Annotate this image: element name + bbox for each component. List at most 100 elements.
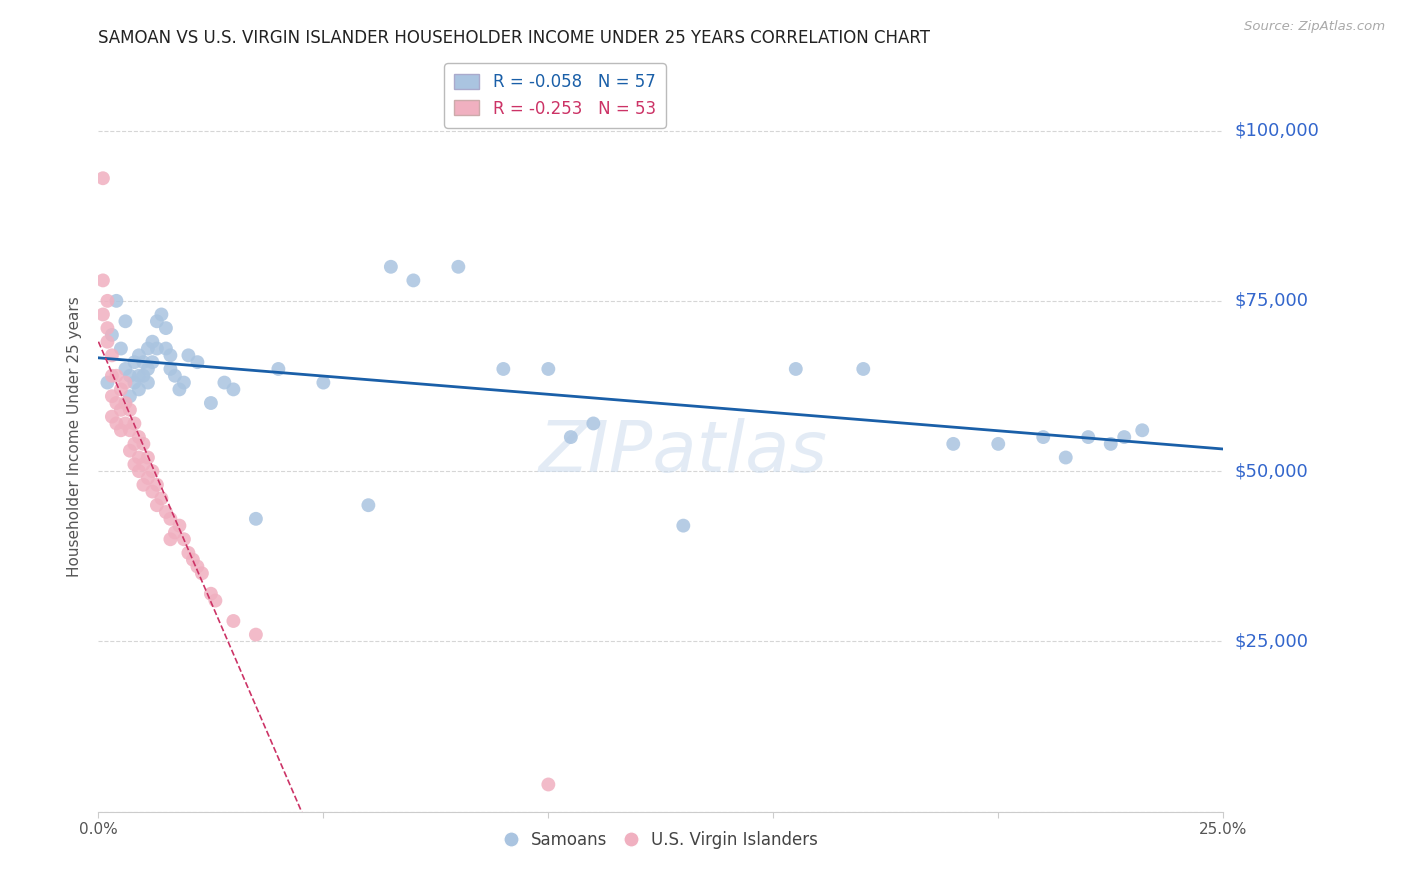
Point	[101, 348, 124, 362]
Point	[101, 368, 124, 383]
Point	[200, 396, 222, 410]
Point	[118, 423, 141, 437]
Point	[672, 518, 695, 533]
Point	[150, 308, 173, 322]
Point	[942, 437, 965, 451]
Point	[1099, 437, 1122, 451]
Point	[177, 546, 200, 560]
Point	[96, 321, 118, 335]
Point	[132, 355, 155, 369]
Point	[169, 383, 191, 397]
Point	[101, 409, 124, 424]
Point	[141, 334, 163, 349]
Point	[155, 321, 177, 335]
Point	[852, 362, 875, 376]
Point	[380, 260, 402, 274]
Point	[163, 525, 186, 540]
Point	[1054, 450, 1077, 465]
Point	[128, 348, 150, 362]
Point	[118, 443, 141, 458]
Point	[128, 450, 150, 465]
Point	[1130, 423, 1153, 437]
Point	[155, 505, 177, 519]
Point	[146, 498, 169, 512]
Text: SAMOAN VS U.S. VIRGIN ISLANDER HOUSEHOLDER INCOME UNDER 25 YEARS CORRELATION CHA: SAMOAN VS U.S. VIRGIN ISLANDER HOUSEHOLD…	[98, 29, 931, 47]
Point	[214, 376, 236, 390]
Point	[118, 368, 141, 383]
Point	[114, 376, 136, 390]
Point	[492, 362, 515, 376]
Point	[136, 362, 159, 376]
Point	[169, 518, 191, 533]
Point	[105, 293, 128, 308]
Point	[136, 471, 159, 485]
Point	[402, 273, 425, 287]
Point	[141, 355, 163, 369]
Point	[173, 533, 195, 547]
Point	[245, 627, 267, 641]
Point	[150, 491, 173, 506]
Point	[136, 342, 159, 356]
Point	[204, 593, 226, 607]
Point	[136, 376, 159, 390]
Point	[537, 362, 560, 376]
Point	[91, 308, 114, 322]
Point	[163, 368, 186, 383]
Point	[105, 396, 128, 410]
Point	[124, 376, 146, 390]
Point	[114, 396, 136, 410]
Text: $25,000: $25,000	[1234, 632, 1309, 650]
Point	[114, 314, 136, 328]
Point	[141, 464, 163, 478]
Point	[146, 477, 169, 491]
Point	[186, 559, 208, 574]
Point	[141, 484, 163, 499]
Point	[785, 362, 807, 376]
Point	[91, 171, 114, 186]
Point	[101, 327, 124, 342]
Point	[124, 437, 146, 451]
Point	[110, 383, 132, 397]
Point	[101, 389, 124, 403]
Point	[146, 314, 169, 328]
Point	[560, 430, 582, 444]
Point	[267, 362, 290, 376]
Point	[987, 437, 1010, 451]
Point	[110, 423, 132, 437]
Point	[124, 458, 146, 472]
Point	[357, 498, 380, 512]
Point	[124, 417, 146, 431]
Point	[181, 552, 204, 566]
Point	[105, 368, 128, 383]
Point	[118, 389, 141, 403]
Text: Source: ZipAtlas.com: Source: ZipAtlas.com	[1244, 20, 1385, 33]
Point	[128, 383, 150, 397]
Point	[312, 376, 335, 390]
Point	[447, 260, 470, 274]
Point	[1077, 430, 1099, 444]
Point	[191, 566, 214, 581]
Point	[132, 458, 155, 472]
Text: ZIPatlas: ZIPatlas	[538, 417, 828, 486]
Point	[186, 355, 208, 369]
Text: $50,000: $50,000	[1234, 462, 1308, 480]
Point	[146, 342, 169, 356]
Point	[110, 402, 132, 417]
Point	[173, 376, 195, 390]
Point	[537, 777, 560, 791]
Point	[128, 464, 150, 478]
Point	[110, 342, 132, 356]
Text: $75,000: $75,000	[1234, 292, 1309, 310]
Y-axis label: Householder Income Under 25 years: Householder Income Under 25 years	[67, 297, 83, 577]
Text: $100,000: $100,000	[1234, 121, 1319, 139]
Point	[222, 614, 245, 628]
Point	[245, 512, 267, 526]
Point	[159, 348, 181, 362]
Point	[114, 417, 136, 431]
Point	[200, 587, 222, 601]
Point	[96, 293, 118, 308]
Point	[132, 477, 155, 491]
Legend: Samoans, U.S. Virgin Islanders: Samoans, U.S. Virgin Islanders	[498, 824, 824, 855]
Point	[222, 383, 245, 397]
Point	[91, 273, 114, 287]
